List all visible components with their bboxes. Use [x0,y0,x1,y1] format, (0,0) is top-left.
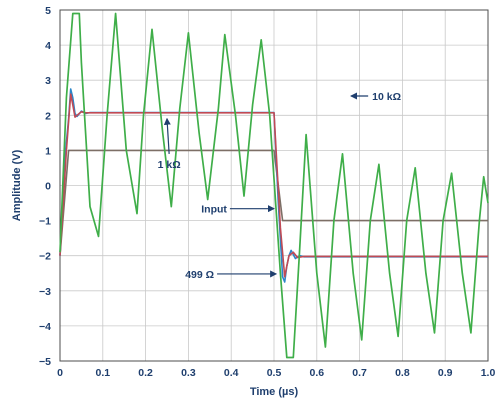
series-line-input [59,149,488,256]
x-tick-label: 0.4 [224,367,239,379]
x-tick-label: 0.9 [438,367,453,379]
annotation-layer: 10 kΩ 1 kΩ Input 499 Ω [158,91,401,281]
x-tick-label: 0.7 [352,367,367,379]
y-tick-label: −1 [39,216,51,228]
x-tick-label: 0.5 [267,367,282,379]
x-tick-label: 0 [57,367,63,379]
x-tick-label: 0.3 [181,367,196,379]
annotation-499: 499 Ω [185,269,214,281]
y-tick-labels: 5 4 3 2 1 0 −1 −2 −3 −4 −5 [39,5,51,368]
series-layer [59,12,489,359]
y-tick-label: −5 [39,356,51,368]
y-tick-label: 3 [45,75,51,87]
y-tick-label: −4 [39,321,51,333]
series-line-499 [59,93,488,278]
plot-frame [59,9,489,362]
annotation-10-k: 10 kΩ [372,91,401,103]
y-tick-label: 1 [45,145,51,157]
x-tick-label: 0.2 [138,367,153,379]
annotation-arrow-1-k [163,117,171,154]
x-tick-label: 0.8 [395,367,410,379]
y-tick-label: 4 [45,40,51,52]
series-line-10-k [59,12,489,359]
y-tick-label: −2 [39,251,51,263]
x-tick-label: 0.6 [309,367,324,379]
y-tick-label: −3 [39,286,51,298]
y-axis-label: Amplitude (V) [11,149,23,221]
x-axis-label: Time (µs) [250,386,299,398]
x-tick-labels: 0 0.1 0.2 0.3 0.4 0.5 0.6 0.7 0.8 0.9 1.0 [57,367,495,379]
y-tick-label: 5 [45,5,51,17]
x-tick-label: 0.1 [95,367,110,379]
annotation-1-k: 1 kΩ [158,159,181,171]
annotation-input: Input [201,204,227,216]
x-tick-label: 1.0 [481,367,496,379]
y-tick-label: 2 [45,110,51,122]
y-tick-label: 0 [45,181,51,193]
